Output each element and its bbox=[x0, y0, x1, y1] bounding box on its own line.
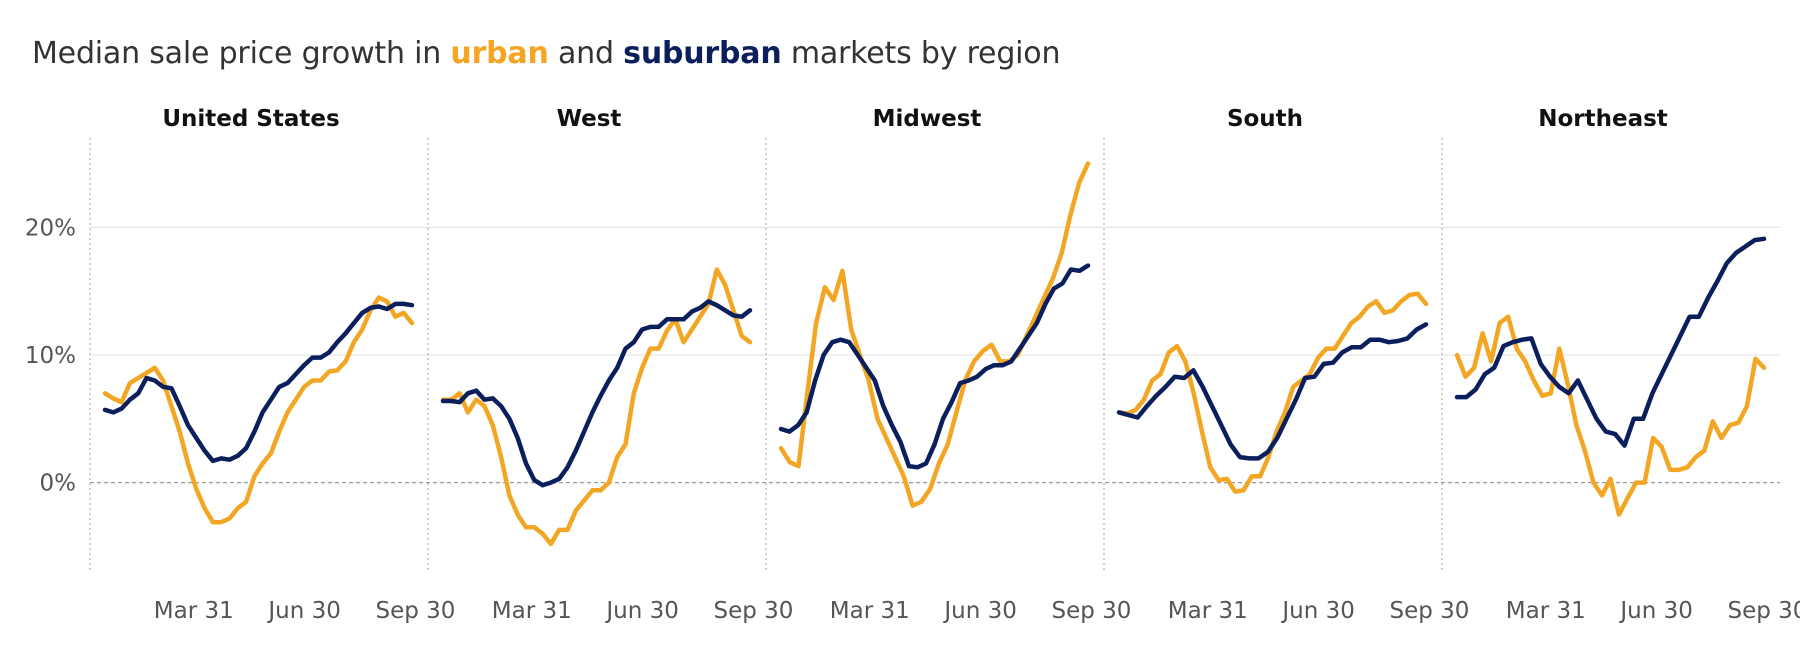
y-tick-label: 20% bbox=[25, 215, 76, 241]
x-tick-label: Mar 31 bbox=[492, 598, 572, 624]
series-line-urban-northeast bbox=[1454, 314, 1767, 517]
series-line-suburban-midwest bbox=[778, 263, 1091, 470]
x-tick-label: Mar 31 bbox=[830, 598, 910, 624]
x-tick-label: Mar 31 bbox=[154, 598, 234, 624]
x-tick-label: Jun 30 bbox=[1280, 598, 1355, 624]
panel-title-midwest: Midwest bbox=[873, 106, 982, 132]
series-line-urban-south bbox=[1116, 291, 1429, 494]
panel-title-south: South bbox=[1227, 106, 1303, 132]
title-urban-word: urban bbox=[450, 36, 549, 71]
title-suburban-word: suburban bbox=[623, 36, 782, 71]
chart-title: Median sale price growth in urban and su… bbox=[32, 36, 1060, 71]
series-line-suburban-west bbox=[440, 299, 753, 488]
x-tick-label: Sep 30 bbox=[1052, 598, 1132, 624]
x-tick-label: Sep 30 bbox=[1390, 598, 1470, 624]
x-tick-label: Mar 31 bbox=[1168, 598, 1248, 624]
title-suffix: markets by region bbox=[781, 36, 1061, 71]
series-line-suburban-south bbox=[1116, 322, 1429, 461]
series-line-urban-west bbox=[440, 267, 753, 547]
x-tick-label: Sep 30 bbox=[714, 598, 794, 624]
x-tick-label: Jun 30 bbox=[1618, 598, 1693, 624]
x-tick-label: Mar 31 bbox=[1506, 598, 1586, 624]
series-line-suburban-northeast bbox=[1454, 236, 1767, 448]
y-tick-label: 10% bbox=[25, 343, 76, 369]
title-prefix: Median sale price growth in bbox=[32, 36, 451, 71]
x-tick-label: Sep 30 bbox=[376, 598, 456, 624]
x-tick-label: Jun 30 bbox=[942, 598, 1017, 624]
y-tick-label: 0% bbox=[40, 471, 77, 497]
x-tick-label: Jun 30 bbox=[266, 598, 341, 624]
panel-title-united-states: United States bbox=[162, 106, 339, 132]
panel-title-west: West bbox=[557, 106, 622, 132]
series-line-suburban-united-states bbox=[102, 301, 415, 464]
series-line-urban-midwest bbox=[778, 161, 1091, 508]
x-tick-label: Jun 30 bbox=[604, 598, 679, 624]
x-tick-label: Sep 30 bbox=[1728, 598, 1800, 624]
series-line-urban-united-states bbox=[102, 295, 415, 525]
title-middle: and bbox=[548, 36, 624, 71]
panel-title-northeast: Northeast bbox=[1538, 106, 1668, 132]
